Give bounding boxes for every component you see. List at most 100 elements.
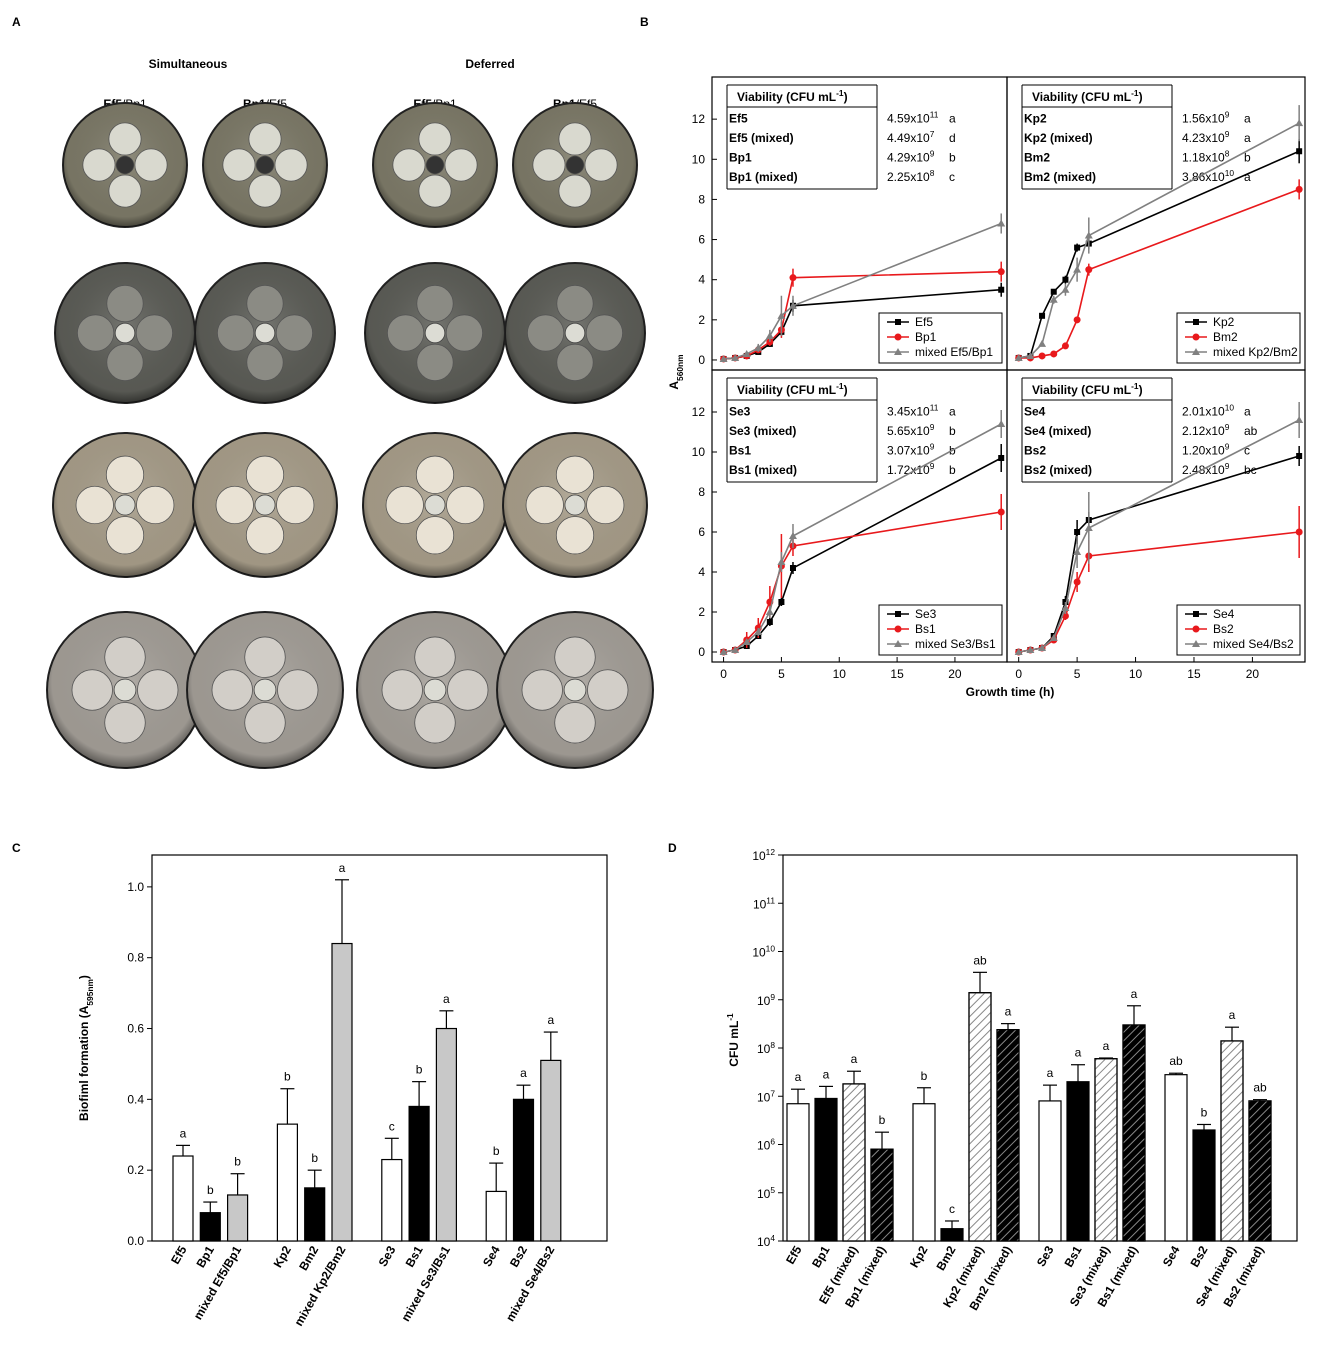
table-value: 1.56x109 (1182, 110, 1230, 126)
colony (274, 148, 308, 182)
colony (585, 314, 624, 352)
y-tick-label-part: 10 (766, 944, 776, 954)
colony-center (253, 678, 277, 702)
colony (414, 702, 456, 744)
series-line (723, 423, 1002, 653)
colony (245, 455, 285, 494)
y-axis-label-part: 595nm (85, 979, 95, 1006)
marker (998, 286, 1005, 293)
table-value: 2.01x1010 (1182, 403, 1234, 419)
x-tick-label: 15 (1187, 667, 1201, 681)
colony (245, 516, 285, 555)
y-tick-label: 10 (692, 445, 706, 459)
group-letter: a (1047, 1066, 1054, 1080)
colony (555, 455, 595, 494)
group-letter: a (180, 1126, 187, 1140)
legend-marker (894, 333, 902, 341)
x-tick-label: 0 (720, 667, 727, 681)
group-letter: a (339, 861, 346, 875)
table-value-part: 1.72x10 (887, 463, 930, 477)
y-tick-label: 12 (692, 405, 706, 419)
table-title-part: Viability (CFU mL (1032, 90, 1131, 104)
legend-marker (1193, 319, 1199, 325)
table-value-part: 11 (930, 403, 939, 413)
colony (105, 455, 145, 494)
marker (1014, 353, 1023, 361)
table-name: Bs2 (mixed) (1024, 463, 1092, 477)
bar (331, 942, 353, 1242)
table-title-part: -1 (836, 88, 844, 98)
y-tick-label: 105 (757, 1185, 775, 1201)
group-letter: a (1131, 987, 1138, 1001)
table-title: Viability (CFU mL-1) (1032, 381, 1143, 397)
marker (997, 219, 1006, 227)
series-line (1018, 122, 1300, 359)
table-name: Bs1 (729, 444, 751, 458)
legend-label: Kp2 (1213, 315, 1235, 329)
marker (742, 638, 751, 645)
marker (1050, 350, 1058, 358)
colony (134, 148, 168, 182)
legend-marker (895, 319, 901, 325)
table-value-part: 4.29x10 (887, 151, 930, 165)
table-title-part: Viability (CFU mL (737, 90, 836, 104)
group-letter: c (949, 1202, 955, 1216)
marker (754, 343, 763, 351)
legend-label: Bp1 (915, 330, 937, 344)
colony-center (425, 155, 445, 175)
table-value-part: 9 (1225, 110, 1230, 120)
legend-label: mixed Kp2/Bm2 (1213, 345, 1298, 359)
table-group: b (949, 424, 956, 438)
x-tick-label: 5 (1074, 667, 1081, 681)
colony (385, 485, 424, 525)
group-letter: a (1005, 1005, 1012, 1019)
table-value: 3.07x109 (887, 442, 935, 458)
y-tick-label-part: 10 (752, 849, 766, 863)
table-value-part: 10 (1225, 168, 1235, 178)
marker (1038, 644, 1047, 651)
y-tick-label: 0.8 (127, 951, 144, 965)
hatch (996, 1029, 1020, 1242)
colony-center (424, 322, 446, 344)
colony (248, 174, 282, 208)
y-tick-label-part: 10 (753, 897, 767, 911)
colony (215, 485, 254, 525)
y-tick-label: 1012 (752, 847, 775, 863)
legend-label: mixed Se4/Bs2 (1213, 637, 1294, 651)
bar (435, 1027, 457, 1242)
colony (104, 636, 146, 678)
legend-marker (894, 640, 902, 647)
marker (742, 349, 751, 357)
marker (1026, 646, 1035, 653)
colony (217, 314, 255, 352)
group-letter: a (851, 1052, 858, 1066)
marker (1062, 276, 1069, 283)
marker (997, 420, 1006, 427)
colony-center (564, 322, 586, 344)
marker (765, 608, 774, 615)
x-tick-label: 15 (890, 667, 904, 681)
table-title-part: ) (1139, 383, 1143, 397)
colony (416, 343, 454, 381)
y-axis-label-part: CFU mL (727, 1021, 741, 1067)
x-tick-label: 20 (948, 667, 962, 681)
legend-marker (895, 611, 901, 617)
y-axis-label-part: ) (77, 975, 91, 979)
y-tick-label: 6 (698, 525, 705, 539)
table-name: Kp2 (mixed) (1024, 131, 1093, 145)
table-value: 1.72x109 (887, 461, 935, 477)
group-letter: a (823, 1067, 830, 1081)
table-value-part: 9 (930, 149, 935, 159)
marker (1050, 288, 1057, 295)
table-title-part: ) (844, 383, 848, 397)
colony (416, 284, 454, 323)
hatch (1248, 1100, 1272, 1242)
table-name: Bp1 (729, 151, 752, 165)
table-group: a (1244, 170, 1251, 184)
y-axis-label-part: Biofiml formation (A (77, 1005, 91, 1121)
table-title-part: -1 (1131, 381, 1139, 391)
y-tick-label: 104 (757, 1233, 775, 1249)
table-group: c (1244, 444, 1250, 458)
table-name: Bm2 (1024, 151, 1050, 165)
